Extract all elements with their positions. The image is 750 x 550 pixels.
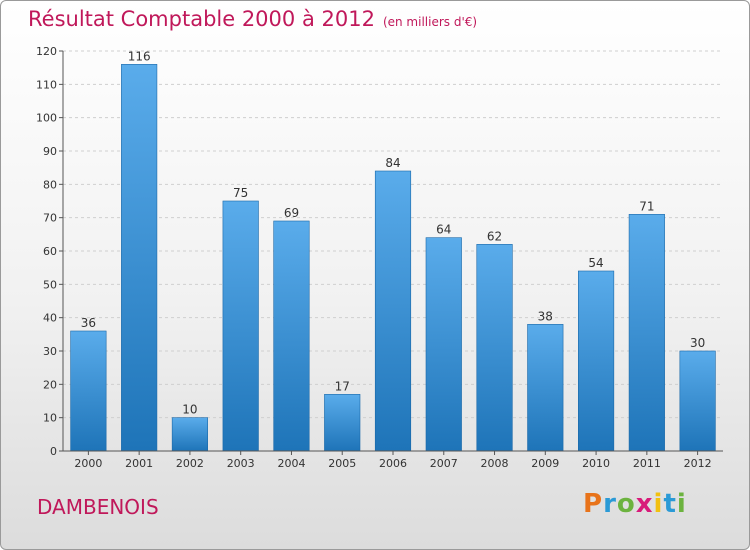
bar <box>374 170 412 452</box>
data-label: 36 <box>81 316 96 330</box>
bar <box>70 330 107 452</box>
bar <box>476 244 513 452</box>
logo-letter: o <box>616 489 636 519</box>
y-tick-label: 10 <box>43 412 57 425</box>
x-tick-label: 2008 <box>481 457 509 470</box>
y-tick-label: 30 <box>43 345 57 358</box>
y-tick-label: 40 <box>43 312 57 325</box>
y-tick-label: 0 <box>50 445 57 458</box>
bar <box>578 270 615 452</box>
bar <box>273 220 310 452</box>
bar <box>527 324 564 452</box>
y-tick-label: 20 <box>43 378 57 391</box>
x-tick-label: 2010 <box>582 457 610 470</box>
data-label: 64 <box>436 223 451 237</box>
bar <box>425 237 462 452</box>
x-tick-label: 2007 <box>430 457 458 470</box>
logo-letter: i <box>676 489 687 519</box>
bar <box>121 64 158 452</box>
data-label: 75 <box>233 186 248 200</box>
data-label: 38 <box>538 309 553 323</box>
bar <box>222 200 259 452</box>
x-tick-label: 2005 <box>328 457 356 470</box>
x-tick-label: 2000 <box>74 457 102 470</box>
y-tick-label: 80 <box>43 178 57 191</box>
x-tick-label: 2001 <box>125 457 153 470</box>
y-tick-label: 120 <box>36 45 57 58</box>
data-label: 62 <box>487 229 502 243</box>
chart-title: Résultat Comptable 2000 à 2012 (en millie… <box>28 7 477 31</box>
bar <box>628 214 665 452</box>
x-tick-label: 2004 <box>277 457 305 470</box>
y-tick-label: 100 <box>36 112 57 125</box>
bar <box>171 417 208 452</box>
logo-letter: i <box>653 489 664 519</box>
y-tick-label: 110 <box>36 78 57 91</box>
bars <box>70 64 716 452</box>
logo-letter: t <box>663 489 677 519</box>
chart-title-text: Résultat Comptable 2000 à 2012 <box>28 7 375 31</box>
x-tick-label: 2006 <box>379 457 407 470</box>
data-label: 30 <box>690 336 705 350</box>
bar <box>679 350 716 452</box>
data-label: 10 <box>182 403 197 417</box>
x-tick-label: 2009 <box>531 457 559 470</box>
city-name: DAMBENOIS <box>37 495 159 519</box>
x-tick-label: 2011 <box>633 457 661 470</box>
y-tick-label: 70 <box>43 212 57 225</box>
data-labels: 36 116 10 75 69 17 84 64 62 38 54 71 30 <box>81 49 706 416</box>
bar <box>324 394 361 452</box>
y-tick-label: 50 <box>43 278 57 291</box>
x-tick-label: 2002 <box>176 457 204 470</box>
logo-letter: x <box>635 489 654 519</box>
data-label: 54 <box>588 256 603 270</box>
proxiti-logo: Proxiti <box>583 489 687 519</box>
x-tick-label: 2003 <box>227 457 255 470</box>
data-label: 71 <box>639 199 654 213</box>
x-tick-label: 2012 <box>684 457 712 470</box>
y-tick-label: 90 <box>43 145 57 158</box>
y-tick-label: 60 <box>43 245 57 258</box>
logo-letter: P <box>583 489 604 519</box>
data-label: 84 <box>385 156 400 170</box>
x-axis: 2000 2001 2002 2003 2004 2005 2006 2007 2008 2009… <box>63 450 723 470</box>
logo-letter: r <box>603 489 617 519</box>
chart-subtitle: (en milliers d'€) <box>382 15 478 29</box>
data-label: 17 <box>335 379 350 393</box>
bar-chart: 0 10 20 30 40 50 60 70 80 90 100 110 120 36 116 10 75 69… <box>36 45 723 470</box>
data-label: 116 <box>128 49 151 63</box>
y-axis: 0 10 20 30 40 50 60 70 80 90 100 110 120 <box>36 45 64 458</box>
data-label: 69 <box>284 206 299 220</box>
